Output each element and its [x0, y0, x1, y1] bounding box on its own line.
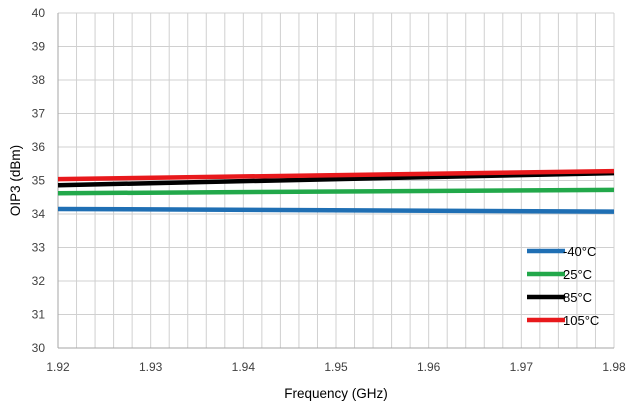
y-axis-title: OIP3 (dBm) [8, 145, 23, 216]
legend-label: 105°C [563, 313, 599, 328]
y-tick-label: 36 [32, 140, 46, 154]
x-tick-label: 1.95 [324, 360, 348, 374]
x-tick-labels: 1.92 1.93 1.94 1.95 1.96 1.97 1.98 [46, 360, 626, 374]
x-tick-label: 1.92 [46, 360, 70, 374]
y-tick-label: 39 [32, 40, 46, 54]
y-tick-label: 31 [32, 308, 46, 322]
y-tick-label: 37 [32, 107, 46, 121]
x-tick-label: 1.94 [232, 360, 256, 374]
y-tick-label: 30 [32, 341, 46, 355]
y-tick-label: 35 [32, 174, 46, 188]
x-axis-title: Frequency (GHz) [284, 386, 388, 401]
series-line-1 [57, 187, 615, 196]
y-tick-label: 34 [32, 207, 46, 221]
legend-label: 85°C [563, 290, 592, 305]
y-tick-label: 33 [32, 241, 46, 255]
series-line-2 [57, 170, 615, 188]
x-tick-label: 1.96 [417, 360, 441, 374]
x-tick-label: 1.93 [139, 360, 163, 374]
series-line-3 [57, 168, 615, 182]
legend-label: -40°C [563, 244, 596, 259]
x-tick-label: 1.98 [602, 360, 626, 374]
legend-label: 25°C [563, 267, 592, 282]
y-tick-label: 32 [32, 274, 46, 288]
axes [57, 13, 614, 349]
x-tick-label: 1.97 [510, 360, 534, 374]
series-line-0 [57, 206, 615, 214]
y-tick-label: 38 [32, 73, 46, 87]
legend: -40°C 25°C 85°C 105°C [527, 244, 599, 328]
y-tick-labels: 30 31 32 33 34 35 36 37 38 39 40 [32, 6, 46, 355]
y-tick-label: 40 [32, 6, 46, 20]
series-lines [57, 168, 615, 214]
